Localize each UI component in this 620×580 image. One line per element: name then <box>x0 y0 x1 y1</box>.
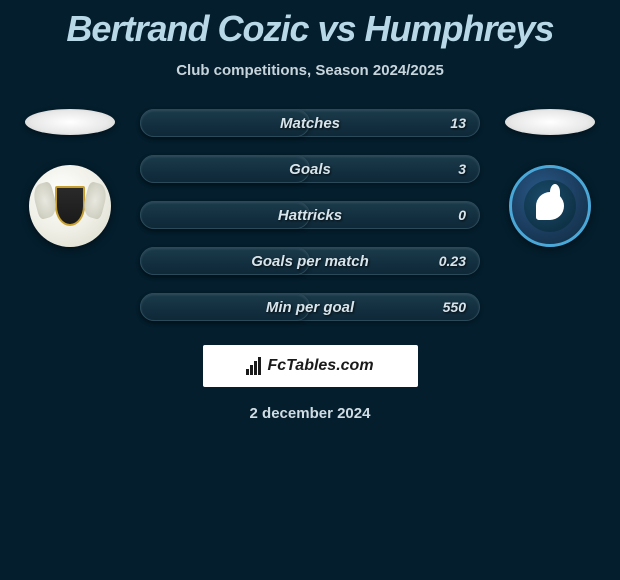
crest-shield-icon <box>55 186 85 226</box>
crest-circle-icon <box>524 180 576 232</box>
comparison-subtitle: Club competitions, Season 2024/2025 <box>0 62 620 79</box>
stat-value-right: 13 <box>450 115 466 131</box>
stat-row: Goals 3 <box>140 155 480 183</box>
stat-row: Hattricks 0 <box>140 201 480 229</box>
stat-value-right: 3 <box>458 161 466 177</box>
player-left-crest <box>29 165 111 247</box>
stat-row: Matches 13 <box>140 109 480 137</box>
stat-row: Goals per match 0.23 <box>140 247 480 275</box>
watermark-text: FcTables.com <box>267 357 373 375</box>
swan-icon <box>536 192 564 220</box>
player-left-column <box>20 109 120 247</box>
comparison-content: Matches 13 Goals 3 Hattricks 0 Goals per match… <box>0 109 620 321</box>
stat-bar-left <box>140 155 310 183</box>
stats-column: Matches 13 Goals 3 Hattricks 0 Goals per match… <box>140 109 480 321</box>
stat-value-right: 0.23 <box>439 253 466 269</box>
stat-label: Goals per match <box>251 253 369 270</box>
stat-label: Min per goal <box>266 299 354 316</box>
stat-row: Min per goal 550 <box>140 293 480 321</box>
player-right-flag <box>505 109 595 135</box>
player-left-flag <box>25 109 115 135</box>
comparison-title: Bertrand Cozic vs Humphreys <box>0 0 620 50</box>
watermark-badge: FcTables.com <box>203 345 418 387</box>
stat-value-right: 550 <box>443 299 466 315</box>
stat-label: Matches <box>280 115 340 132</box>
stat-label: Goals <box>289 161 331 178</box>
comparison-date: 2 december 2024 <box>0 405 620 422</box>
player-right-crest <box>509 165 591 247</box>
player-right-column <box>500 109 600 247</box>
bars-icon <box>246 357 261 375</box>
stat-label: Hattricks <box>278 207 342 224</box>
stat-value-right: 0 <box>458 207 466 223</box>
